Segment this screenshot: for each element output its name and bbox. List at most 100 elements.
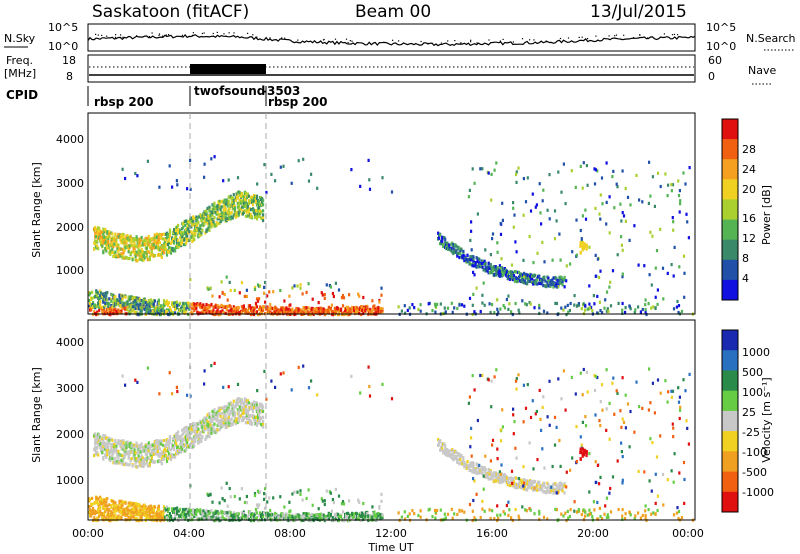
data-cell <box>347 511 350 515</box>
data-cell <box>185 301 188 305</box>
data-cell <box>498 268 501 272</box>
noise-point <box>633 37 635 39</box>
data-cell <box>201 511 204 515</box>
data-cell <box>102 505 105 509</box>
data-cell <box>162 232 166 236</box>
data-cell <box>131 258 134 262</box>
data-cell <box>103 230 106 234</box>
data-cell <box>156 246 159 250</box>
data-cell <box>329 512 332 516</box>
data-cell <box>279 495 282 499</box>
data-cell <box>283 299 286 303</box>
data-cell <box>253 285 257 290</box>
data-cell <box>648 273 651 277</box>
data-cell <box>479 309 482 314</box>
data-cell <box>615 182 618 186</box>
data-cell <box>134 244 137 248</box>
data-cell <box>672 228 675 232</box>
data-cell <box>322 307 325 311</box>
data-cell <box>650 306 653 310</box>
data-cell <box>585 164 588 168</box>
data-cell <box>105 310 108 314</box>
data-cell <box>492 265 495 269</box>
data-cell <box>180 244 183 248</box>
data-cell <box>207 493 210 497</box>
data-cell <box>173 304 176 308</box>
data-cell <box>378 300 381 304</box>
data-cell <box>341 500 345 504</box>
data-cell <box>95 235 98 239</box>
data-cell <box>129 306 132 310</box>
data-cell <box>91 296 94 300</box>
data-cell <box>156 306 159 310</box>
data-cell <box>226 305 229 309</box>
data-cell <box>166 250 170 254</box>
data-cell <box>158 241 161 245</box>
data-cell <box>114 505 117 509</box>
data-cell <box>186 187 189 191</box>
data-cell <box>507 307 510 311</box>
data-cell <box>162 299 166 303</box>
data-cell <box>127 456 130 460</box>
data-cell <box>605 290 609 294</box>
data-cell <box>146 301 149 305</box>
data-cell <box>144 238 147 242</box>
data-cell <box>164 243 168 247</box>
data-cell <box>115 444 118 448</box>
data-cell <box>195 307 198 311</box>
data-cell <box>216 510 219 514</box>
data-cell <box>514 270 518 274</box>
power-cbar-tick-12: 12 <box>742 232 756 245</box>
data-cell <box>96 516 99 520</box>
data-cell <box>93 227 96 231</box>
power-cells <box>88 155 694 317</box>
data-cell <box>161 248 165 252</box>
data-cell <box>228 486 231 491</box>
data-cell <box>117 249 120 253</box>
data-cell <box>98 295 101 299</box>
data-cell <box>191 223 194 227</box>
data-cell <box>348 293 351 297</box>
data-cell <box>237 213 240 217</box>
data-cell <box>94 448 97 452</box>
data-cell <box>325 283 328 287</box>
data-cell <box>507 294 510 298</box>
data-cell <box>233 411 236 415</box>
data-cell <box>147 449 150 453</box>
data-cell <box>210 508 213 513</box>
data-cell <box>448 243 451 247</box>
data-cell <box>323 502 326 507</box>
data-cell <box>159 253 162 257</box>
data-cell <box>261 407 264 411</box>
data-cell <box>109 449 112 453</box>
data-cell <box>173 507 176 511</box>
data-cell <box>302 306 305 310</box>
data-cell <box>223 198 226 202</box>
data-cell <box>122 457 125 461</box>
data-cell <box>309 313 312 317</box>
data-cell <box>139 455 142 460</box>
data-cell <box>127 310 130 314</box>
noise-right-label: N.Search <box>746 32 796 45</box>
data-cell <box>209 421 212 425</box>
data-cell <box>289 509 292 513</box>
data-cell <box>225 513 228 518</box>
data-cell <box>216 514 219 518</box>
noise-point <box>608 35 610 37</box>
data-cell <box>528 234 531 239</box>
data-cell <box>443 244 446 248</box>
data-cell <box>444 237 447 241</box>
data-cell <box>128 509 131 513</box>
data-cell <box>581 248 584 252</box>
data-cell <box>209 286 212 290</box>
data-cell <box>164 453 168 457</box>
data-cell <box>561 283 564 287</box>
data-cell <box>235 417 238 421</box>
data-cell <box>252 199 256 203</box>
data-cell <box>563 285 566 289</box>
data-cell <box>221 290 224 295</box>
data-cell <box>307 488 310 492</box>
data-cell <box>650 283 653 287</box>
data-cell <box>579 250 582 255</box>
data-cell <box>227 408 230 412</box>
